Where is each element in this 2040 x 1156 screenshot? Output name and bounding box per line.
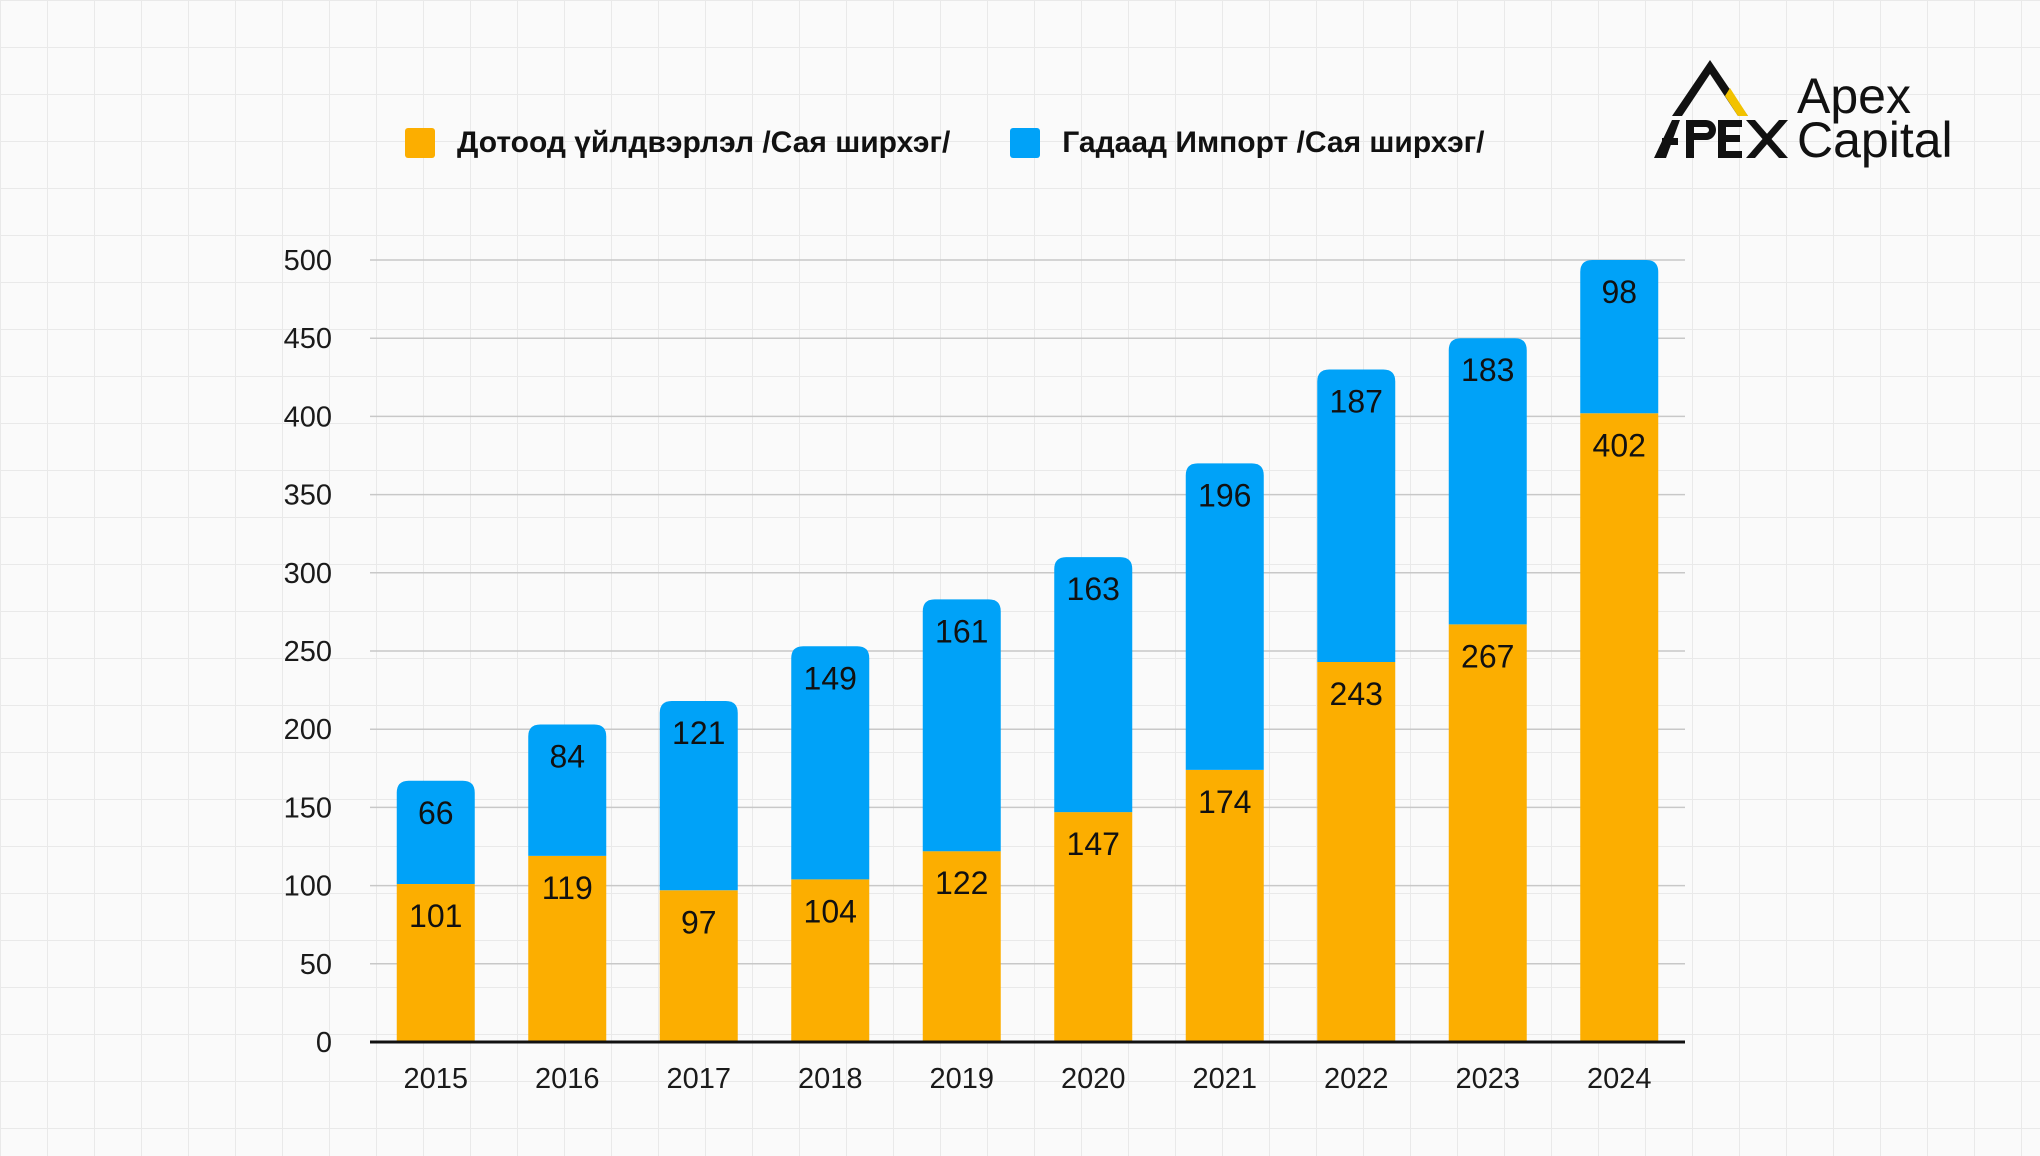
- value-label-domestic-2022: 243: [1330, 676, 1383, 712]
- y-axis-ticks: 0 50 100 150 200 250 300 350 400 450 500: [284, 245, 332, 1059]
- bar-import-2019: [922, 599, 1001, 852]
- bar-domestic-2021: [1185, 769, 1264, 1042]
- x-tick-label-2022: 2022: [1324, 1063, 1389, 1095]
- bar-domestic-2022: [1317, 661, 1396, 1042]
- x-tick-label-2020: 2020: [1061, 1063, 1126, 1095]
- y-tick-label-200: 200: [284, 714, 332, 746]
- y-tick-label-300: 300: [284, 558, 332, 590]
- y-tick-label-500: 500: [284, 245, 332, 277]
- apex-capital-logo: Apex Capital: [1652, 58, 1972, 168]
- value-label-domestic-2021: 174: [1198, 784, 1251, 820]
- bars: [396, 260, 1659, 1043]
- value-label-import-2021: 196: [1198, 477, 1251, 513]
- value-label-domestic-2018: 104: [804, 893, 857, 929]
- value-label-domestic-2015: 101: [409, 898, 462, 934]
- y-tick-label-450: 450: [284, 323, 332, 355]
- y-tick-label-0: 0: [316, 1027, 332, 1059]
- bar-import-2022: [1317, 369, 1396, 662]
- value-label-import-2022: 187: [1330, 383, 1383, 419]
- value-label-import-2020: 163: [1067, 571, 1120, 607]
- value-label-domestic-2019: 122: [935, 865, 988, 901]
- legend-item-domestic: Дотоод үйлдвэрлэл /Сая ширхэг/: [405, 126, 950, 160]
- bar-import-2018: [791, 646, 870, 880]
- bar-value-labels: 101 66 119 84 97 121 104 149 122 161 147 163 174 196 2…: [409, 274, 1646, 940]
- x-axis-ticks: 2015 2016 2017 2018 2019 2020 2021 2022 2023 2024: [403, 1063, 1651, 1095]
- y-tick-label-400: 400: [284, 401, 332, 433]
- value-label-import-2016: 84: [549, 739, 585, 775]
- value-label-import-2024: 98: [1601, 274, 1637, 310]
- bar-domestic-2019: [922, 851, 1001, 1042]
- value-label-import-2018: 149: [804, 660, 857, 696]
- logo-line-apex: Apex: [1797, 68, 1911, 124]
- y-tick-label-50: 50: [300, 949, 332, 981]
- bar-domestic-2024: [1580, 413, 1659, 1043]
- x-tick-label-2021: 2021: [1192, 1063, 1257, 1095]
- x-tick-label-2017: 2017: [666, 1063, 731, 1095]
- bar-domestic-2018: [791, 879, 870, 1042]
- value-label-import-2023: 183: [1461, 352, 1514, 388]
- y-tick-label-100: 100: [284, 871, 332, 903]
- bar-import-2015: [396, 780, 475, 885]
- bar-import-2020: [1054, 557, 1133, 813]
- bar-domestic-2015: [396, 884, 475, 1042]
- bar-import-2016: [528, 724, 607, 856]
- y-tick-label-150: 150: [284, 792, 332, 824]
- value-label-domestic-2016: 119: [542, 870, 593, 906]
- legend-swatch-domestic: [405, 128, 435, 158]
- bar-import-2024: [1580, 260, 1659, 414]
- value-label-domestic-2017: 97: [681, 904, 717, 940]
- x-tick-label-2016: 2016: [535, 1063, 600, 1095]
- apex-logo-mark: [1654, 60, 1788, 158]
- value-label-import-2015: 66: [418, 795, 454, 831]
- logo-line-capital: Capital: [1797, 112, 1953, 168]
- bar-import-2021: [1185, 463, 1264, 770]
- value-label-import-2017: 121: [672, 715, 725, 751]
- value-label-domestic-2023: 267: [1461, 638, 1514, 674]
- x-tick-label-2018: 2018: [798, 1063, 863, 1095]
- legend-label-import: Гадаад Импорт /Сая ширхэг/: [1062, 126, 1485, 159]
- value-label-domestic-2024: 402: [1593, 427, 1646, 463]
- bar-domestic-2023: [1448, 624, 1527, 1042]
- bar-domestic-2017: [659, 890, 738, 1042]
- x-tick-label-2019: 2019: [929, 1063, 994, 1095]
- y-tick-label-350: 350: [284, 480, 332, 512]
- x-tick-label-2015: 2015: [403, 1063, 468, 1095]
- value-label-import-2019: 161: [935, 613, 988, 649]
- legend-label-domestic: Дотоод үйлдвэрлэл /Сая ширхэг/: [457, 126, 951, 159]
- bar-import-2017: [659, 701, 738, 891]
- value-label-domestic-2020: 147: [1067, 826, 1120, 862]
- bar-domestic-2020: [1054, 812, 1133, 1042]
- legend-item-import: Гадаад Импорт /Сая ширхэг/: [1010, 126, 1485, 160]
- y-tick-label-250: 250: [284, 636, 332, 668]
- x-tick-label-2023: 2023: [1455, 1063, 1520, 1095]
- logo-wordmark: Apex Capital: [1797, 68, 1953, 168]
- chart-legend: Дотоод үйлдвэрлэл /Сая ширхэг/ Гадаад Им…: [405, 126, 1545, 160]
- x-tick-label-2024: 2024: [1587, 1063, 1652, 1095]
- bar-import-2023: [1448, 338, 1527, 625]
- bar-domestic-2016: [528, 855, 607, 1042]
- legend-swatch-import: [1010, 128, 1041, 158]
